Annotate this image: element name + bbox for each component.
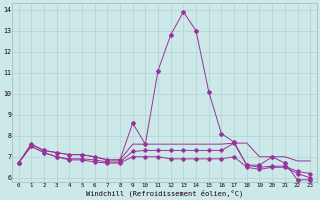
- X-axis label: Windchill (Refroidissement éolien,°C): Windchill (Refroidissement éolien,°C): [86, 189, 243, 197]
